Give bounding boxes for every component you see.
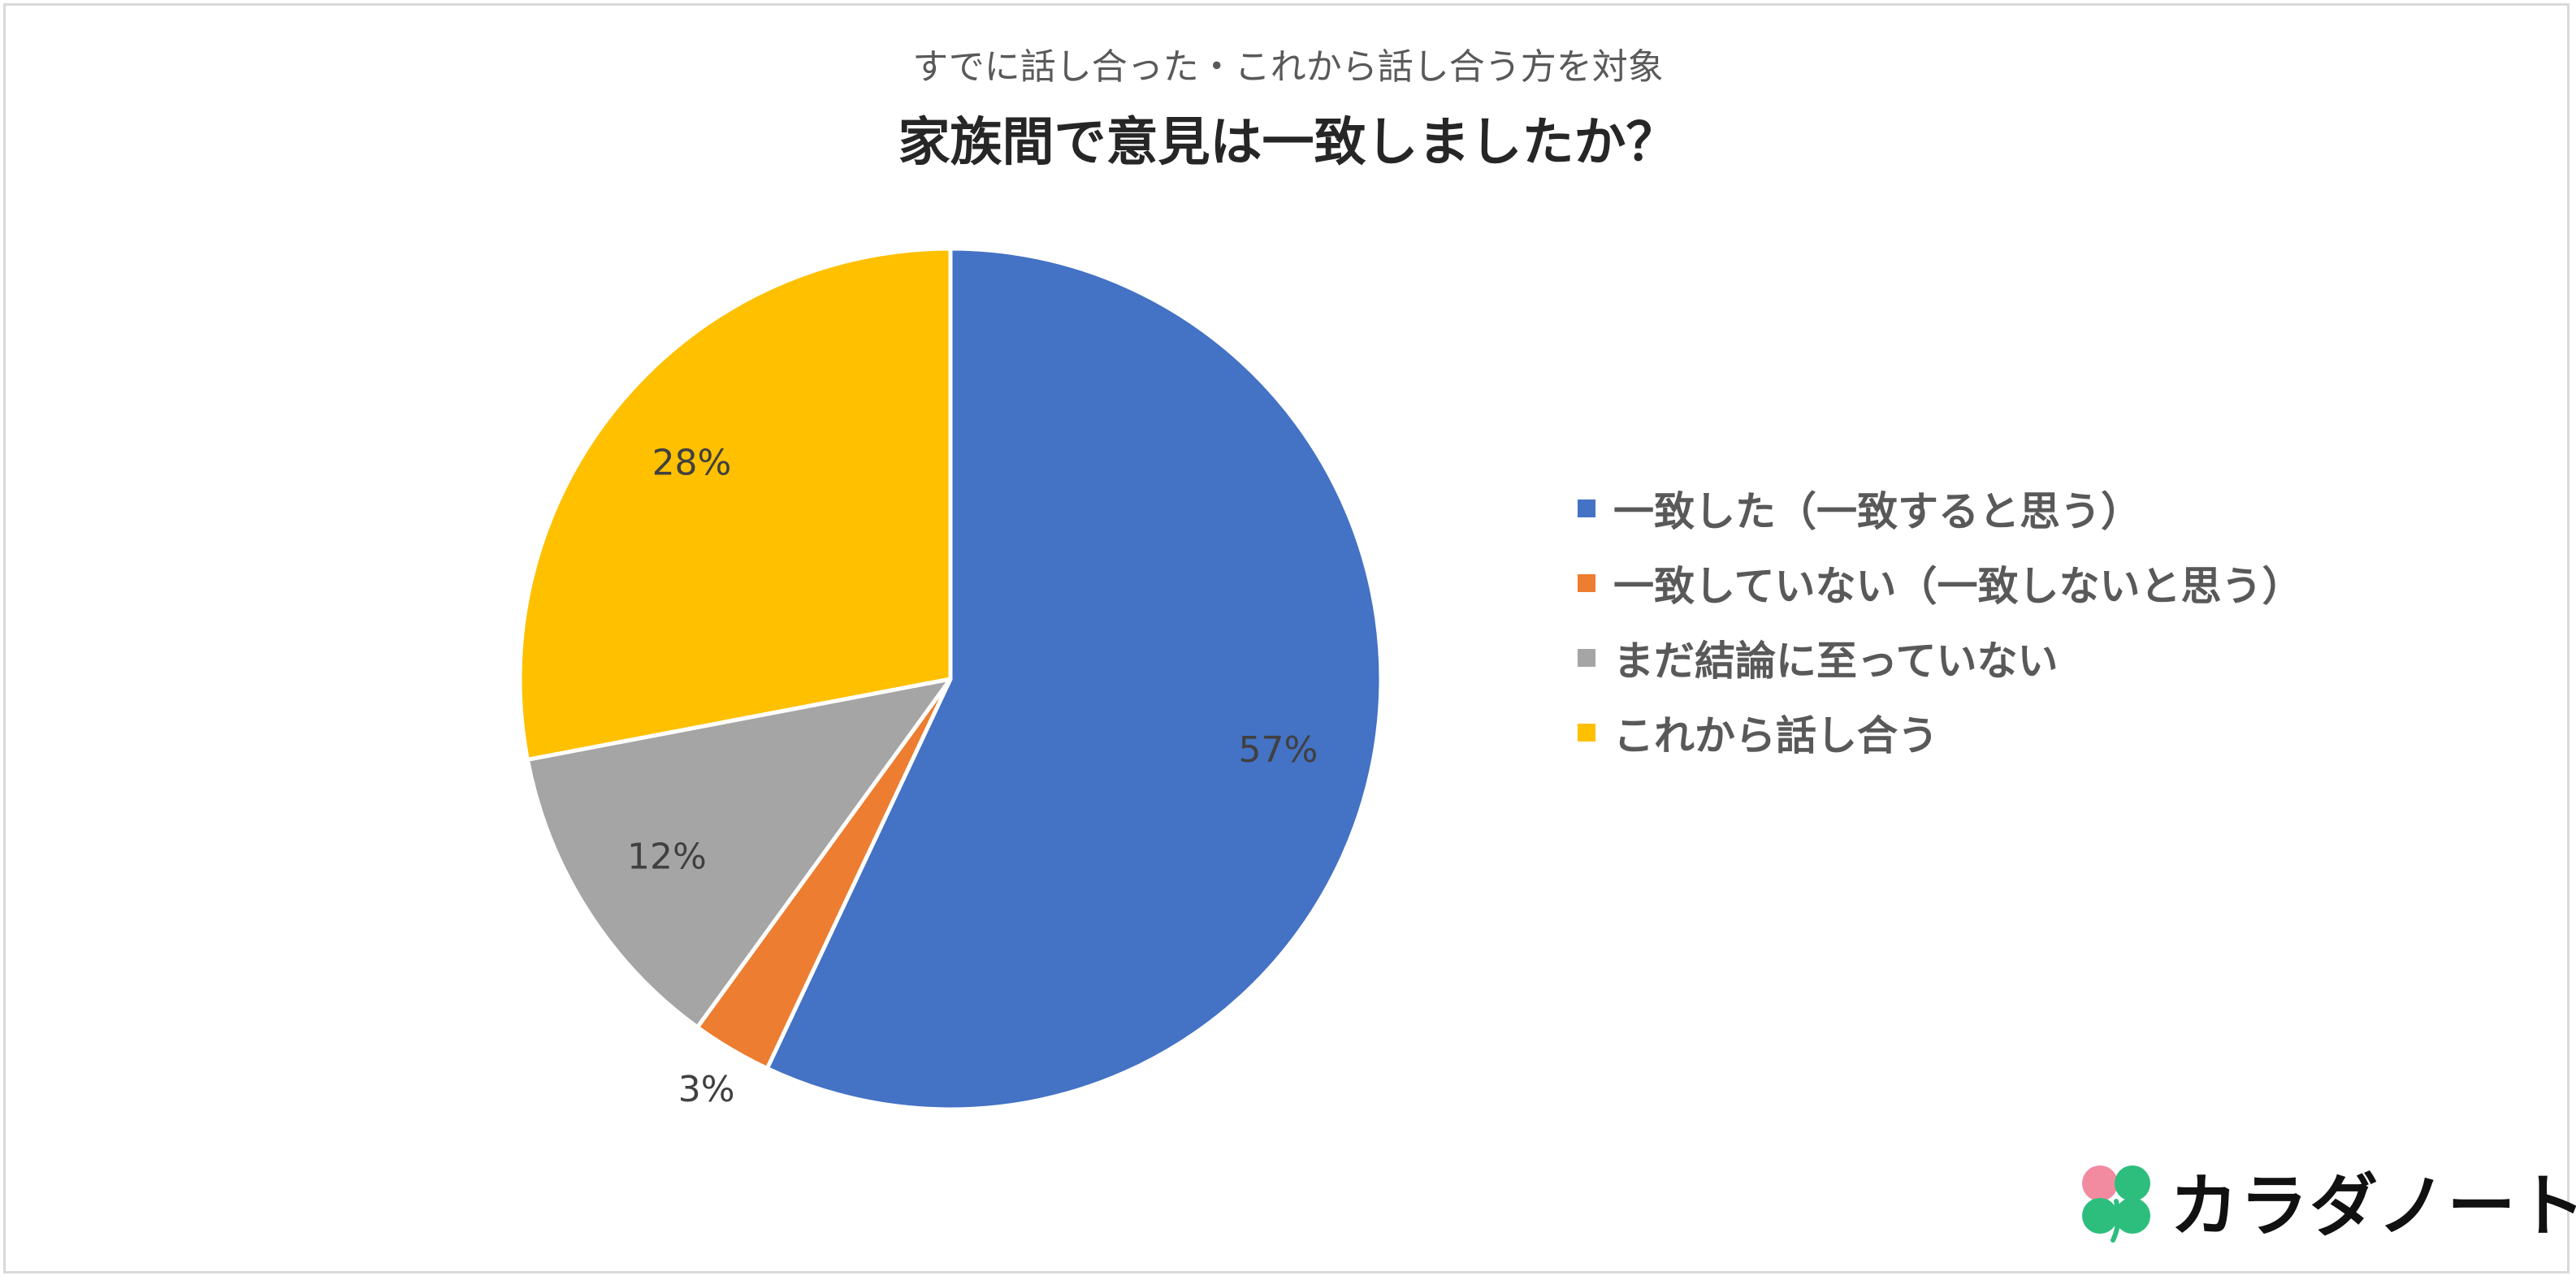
legend-label: まだ結論に至っていない — [1613, 638, 2059, 685]
brand-logo-text: カラダノート — [2170, 1166, 2576, 1246]
legend-label: 一致した（一致すると思う） — [1613, 488, 2141, 535]
pie-slice-agreed — [764, 246, 1383, 1112]
legend-item-not-agreed: 一致していない（一致しないと思う） — [1578, 546, 2303, 621]
pie-slice-undecided — [525, 677, 953, 1030]
legend-item-undecided: まだ結論に至っていない — [1578, 621, 2303, 695]
clover-icon — [2082, 1165, 2150, 1243]
legend-swatch — [1578, 574, 1595, 592]
clover-stem — [2111, 1198, 2121, 1243]
data-label-will-discuss: 28% — [652, 442, 732, 483]
pie-chart: 57% 3% 12% 28% — [517, 246, 1383, 1112]
legend-item-agreed: 一致した（一致すると思う） — [1578, 471, 2303, 546]
legend-label: これから話し合う — [1613, 712, 1938, 759]
chart-legend: 一致した（一致すると思う） 一致していない（一致しないと思う） まだ結論に至って… — [1578, 471, 2303, 770]
legend-label: 一致していない（一致しないと思う） — [1613, 563, 2303, 610]
pie-slice-will-discuss — [517, 246, 953, 762]
clover-leaf-bottom-left — [2082, 1197, 2118, 1234]
chart-subtitle: すでに話し合った・これから話し合う方を対象 — [912, 46, 1664, 88]
clover-leaf-top-right — [2115, 1165, 2150, 1201]
clover-leaf-bottom-right — [2115, 1197, 2150, 1234]
data-label-not-agreed: 3% — [678, 1069, 735, 1110]
legend-swatch — [1578, 724, 1595, 742]
clover-leaf-pink — [2082, 1165, 2118, 1201]
brand-logo: カラダノート — [2076, 1152, 2576, 1250]
legend-swatch — [1578, 649, 1595, 667]
legend-item-will-discuss: これから話し合う — [1578, 695, 2303, 770]
data-label-agreed: 57% — [1239, 729, 1318, 771]
chart-title: 家族間で意見は一致しましたか？ — [898, 113, 1678, 173]
legend-swatch — [1578, 499, 1595, 517]
data-label-undecided: 12% — [627, 837, 707, 878]
